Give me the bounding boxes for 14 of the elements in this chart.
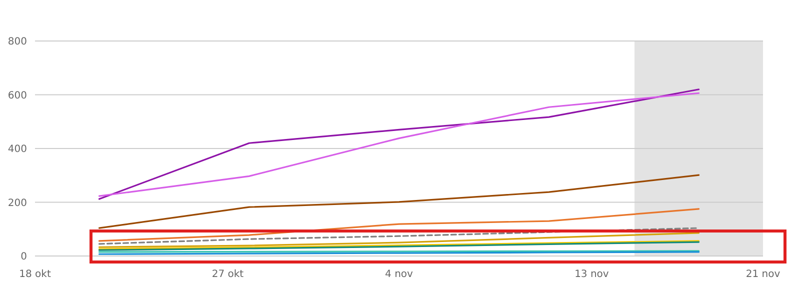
line-series — [98, 208, 700, 242]
line-series — [98, 232, 700, 248]
y-tick-label: 800 — [8, 36, 27, 48]
x-tick-label: 21 nov — [746, 269, 780, 280]
line-series — [98, 227, 700, 245]
x-tick-label: 27 okt — [212, 269, 244, 280]
y-tick-label: 0 — [20, 252, 27, 262]
x-tick-label: 13 nov — [574, 269, 609, 280]
line-series — [98, 174, 700, 229]
x-tick-label: 18 okt — [19, 269, 51, 280]
y-tick-label: 400 — [8, 144, 27, 155]
y-tick-label: 200 — [8, 198, 27, 209]
x-tick-label: 4 nov — [385, 269, 414, 280]
y-tick-label: 600 — [8, 90, 27, 102]
